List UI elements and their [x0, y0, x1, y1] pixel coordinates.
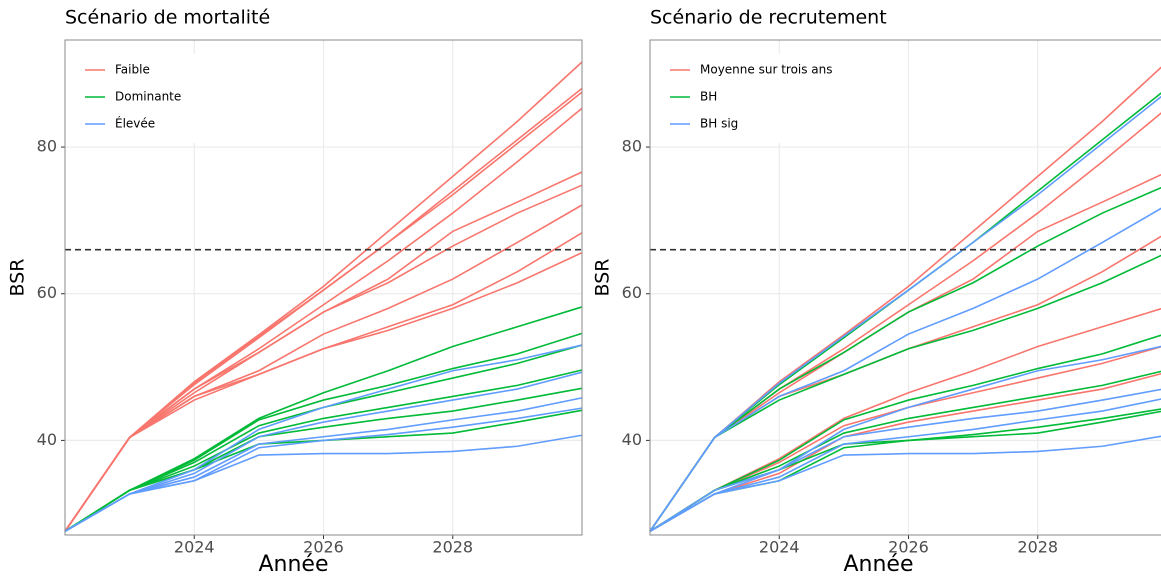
panel-border [649, 39, 1161, 536]
panel: Scénario de recrutement 40 60 80 2024 2026 202… [592, 7, 1161, 577]
legend-background [77, 54, 269, 143]
series-line [649, 345, 1161, 533]
chart-title: Scénario de recrutement [650, 7, 887, 29]
x-tick-label: 2026 [888, 538, 929, 557]
x-axis-title: Année [843, 552, 913, 577]
y-tick-label: 40 [622, 430, 642, 449]
series-line [64, 91, 583, 532]
series-line [64, 397, 583, 533]
x-tick-label: 2028 [1017, 538, 1058, 557]
panel-border [64, 39, 583, 536]
legend-label: BH sig [700, 117, 738, 131]
panel: Scénario de mortalité 40 60 80 2024 2026 2028 F… [7, 7, 583, 577]
series-line [649, 435, 1161, 533]
series-line [649, 207, 1161, 532]
y-tick-label: 40 [37, 430, 57, 449]
series-line [64, 434, 583, 533]
y-tick-label: 60 [622, 283, 642, 302]
legend-background [662, 54, 854, 143]
legend-label: Élevée [115, 116, 155, 131]
chart-title: Scénario de mortalité [65, 7, 270, 29]
legend-label: Dominante [115, 90, 181, 104]
series-line [649, 186, 1161, 532]
series-line [649, 95, 1161, 532]
x-tick-label: 2024 [174, 538, 215, 557]
legend-label: Moyenne sur trois ans [700, 63, 833, 77]
x-tick-label: 2028 [432, 538, 473, 557]
x-tick-label: 2024 [759, 538, 800, 557]
series-line [64, 184, 583, 532]
series-line [64, 371, 583, 533]
series-line [649, 370, 1161, 533]
y-tick-label: 60 [37, 283, 57, 302]
y-axis-title: BSR [7, 259, 29, 297]
y-tick-label: 80 [622, 137, 642, 156]
y-axis-title: BSR [592, 259, 614, 297]
series-line [649, 334, 1161, 533]
x-tick-label: 2026 [303, 538, 344, 557]
series-line [649, 254, 1161, 532]
series-line [64, 344, 583, 533]
series-line [649, 388, 1161, 533]
y-tick-label: 80 [37, 137, 57, 156]
series-line [64, 369, 583, 533]
legend-label: BH [700, 90, 717, 104]
series-line [64, 251, 583, 532]
series-line [649, 398, 1161, 533]
x-axis-title: Année [258, 552, 328, 577]
series-line [649, 372, 1161, 533]
legend-label: Faible [115, 63, 150, 77]
